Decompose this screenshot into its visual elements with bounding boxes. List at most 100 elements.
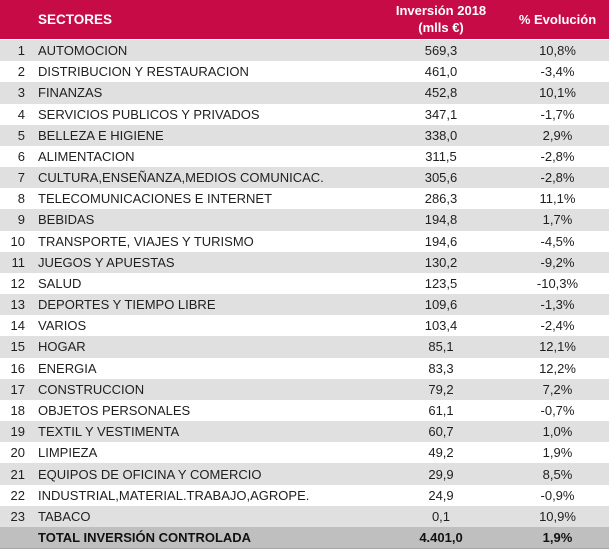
row-sector: HOGAR [38,339,86,355]
table-row: 5 BELLEZA E HIGIENE 338,0 2,9% [0,124,609,146]
row-inversion: 29,9 [428,466,454,482]
inversion-header-line2: (mlls €) [418,19,464,35]
row-inversion: 305,6 [424,170,458,186]
table-row: 11 JUEGOS Y APUESTAS 130,2 -9,2% [0,251,609,273]
row-inversion: 60,7 [428,424,454,440]
row-inversion: 85,1 [428,339,454,355]
column-header-sectores: SECTORES [38,12,113,27]
row-rank: 5 [17,127,25,143]
table-row: 8 TELECOMUNICACIONES E INTERNET 286,3 11… [0,188,609,210]
row-rank: 10 [10,233,25,249]
row-evolucion: 8,5% [542,466,573,482]
row-inversion: 452,8 [424,85,458,101]
table-row: 21 EQUIPOS DE OFICINA Y COMERCIO 29,9 8,… [0,463,609,485]
row-inversion: 194,6 [424,233,458,249]
row-evolucion: 10,9% [539,508,576,524]
row-inversion: 286,3 [424,191,458,207]
column-header-inversion: Inversión 2018 (mlls €) [376,3,506,36]
row-sector: ALIMENTACION [38,148,135,164]
table-row: 6 ALIMENTACION 311,5 -2,8% [0,145,609,168]
row-inversion: 569,3 [424,43,458,59]
row-inversion: 0,1 [431,508,451,524]
row-inversion: 24,9 [428,487,454,503]
inversion-header-line1: Inversión 2018 [395,3,487,19]
row-sector: TEXTIL Y VESTIMENTA [38,424,180,440]
row-rank: 14 [10,318,25,334]
table-row: 3 FINANZAS 452,8 10,1% [0,82,609,104]
table-row: 7 CULTURA,ENSEÑANZA,MEDIOS COMUNICAC. 30… [0,167,609,189]
row-sector: ENERGIA [38,360,97,376]
row-rank: 2 [17,64,25,80]
row-rank: 21 [10,466,25,482]
row-evolucion: 7,2% [542,381,573,397]
row-inversion: 130,2 [424,254,458,270]
row-rank: 6 [17,148,25,164]
row-sector: FINANZAS [38,85,103,101]
row-sector: TRANSPORTE, VIAJES Y TURISMO [38,233,254,249]
row-evolucion: -2,4% [540,318,575,334]
row-inversion: 83,3 [428,360,454,376]
row-inversion: 109,6 [424,297,458,313]
row-evolucion: -4,5% [540,233,575,249]
row-rank: 22 [10,487,25,503]
table-row: 17 CONSTRUCCION 79,2 7,2% [0,378,609,400]
row-rank: 16 [10,360,25,376]
table-row: 16 ENERGIA 83,3 12,2% [0,357,609,379]
row-rank: 8 [17,191,25,207]
row-evolucion: -10,3% [536,275,579,291]
row-evolucion: -1,3% [540,297,575,313]
row-inversion: 338,0 [424,127,458,143]
row-inversion: 123,5 [424,275,458,291]
table-row: 19 TEXTIL Y VESTIMENTA 60,7 1,0% [0,421,609,443]
row-evolucion: -9,2% [540,254,575,270]
row-rank: 3 [17,85,25,101]
row-evolucion: 1,9% [542,445,573,461]
total-label: TOTAL INVERSIÓN CONTROLADA [38,530,252,545]
row-sector: BEBIDAS [38,212,95,228]
row-sector: VARIOS [38,318,87,334]
row-rank: 7 [17,170,25,186]
row-evolucion: -2,8% [540,148,575,164]
row-evolucion: -1,7% [540,106,575,122]
row-rank: 23 [10,508,25,524]
table-row: 10 TRANSPORTE, VIAJES Y TURISMO 194,6 -4… [0,230,609,252]
total-row: TOTAL INVERSIÓN CONTROLADA 4.401,0 1,9% [0,527,609,549]
total-evolucion: 1,9% [542,530,573,545]
row-sector: TELECOMUNICACIONES E INTERNET [38,191,273,207]
table-row: 13 DEPORTES Y TIEMPO LIBRE 109,6 -1,3% [0,294,609,316]
row-sector: CULTURA,ENSEÑANZA,MEDIOS COMUNICAC. [38,170,324,186]
row-rank: 20 [10,445,25,461]
row-evolucion: 10,1% [539,85,576,101]
row-inversion: 61,1 [428,403,454,418]
row-evolucion: -0,7% [540,403,575,418]
table-row: 2 DISTRIBUCION Y RESTAURACION 461,0 -3,4… [0,61,609,83]
row-sector: INDUSTRIAL,MATERIAL.TRABAJO,AGROPE. [38,487,310,503]
row-sector: BELLEZA E HIGIENE [38,127,164,143]
table-row: 15 HOGAR 85,1 12,1% [0,336,609,358]
row-rank: 17 [10,381,25,397]
table-row: 9 BEBIDAS 194,8 1,7% [0,209,609,231]
row-inversion: 79,2 [428,381,454,397]
row-evolucion: -2,8% [540,170,575,186]
row-rank: 12 [10,275,25,291]
row-sector: EQUIPOS DE OFICINA Y COMERCIO [38,466,262,482]
row-evolucion: 1,7% [542,212,573,228]
table-row: 22 INDUSTRIAL,MATERIAL.TRABAJO,AGROPE. 2… [0,484,609,506]
row-evolucion: 1,0% [542,424,573,440]
row-sector: CONSTRUCCION [38,381,145,397]
row-evolucion: 12,1% [539,339,576,355]
row-inversion: 311,5 [425,148,457,164]
row-inversion: 194,8 [424,212,458,228]
row-evolucion: 11,1% [539,191,576,207]
row-evolucion: 12,2% [539,360,576,376]
row-sector: TABACO [38,508,91,524]
row-sector: OBJETOS PERSONALES [38,403,191,418]
row-rank: 13 [10,297,25,313]
row-rank: 1 [17,43,25,59]
table-body: 1 AUTOMOCION 569,3 10,8% 2 DISTRIBUCION … [0,40,609,527]
row-inversion: 347,1 [424,106,458,122]
row-evolucion: -0,9% [540,487,575,503]
row-inversion: 103,4 [424,318,458,334]
row-sector: SERVICIOS PUBLICOS Y PRIVADOS [38,106,260,122]
